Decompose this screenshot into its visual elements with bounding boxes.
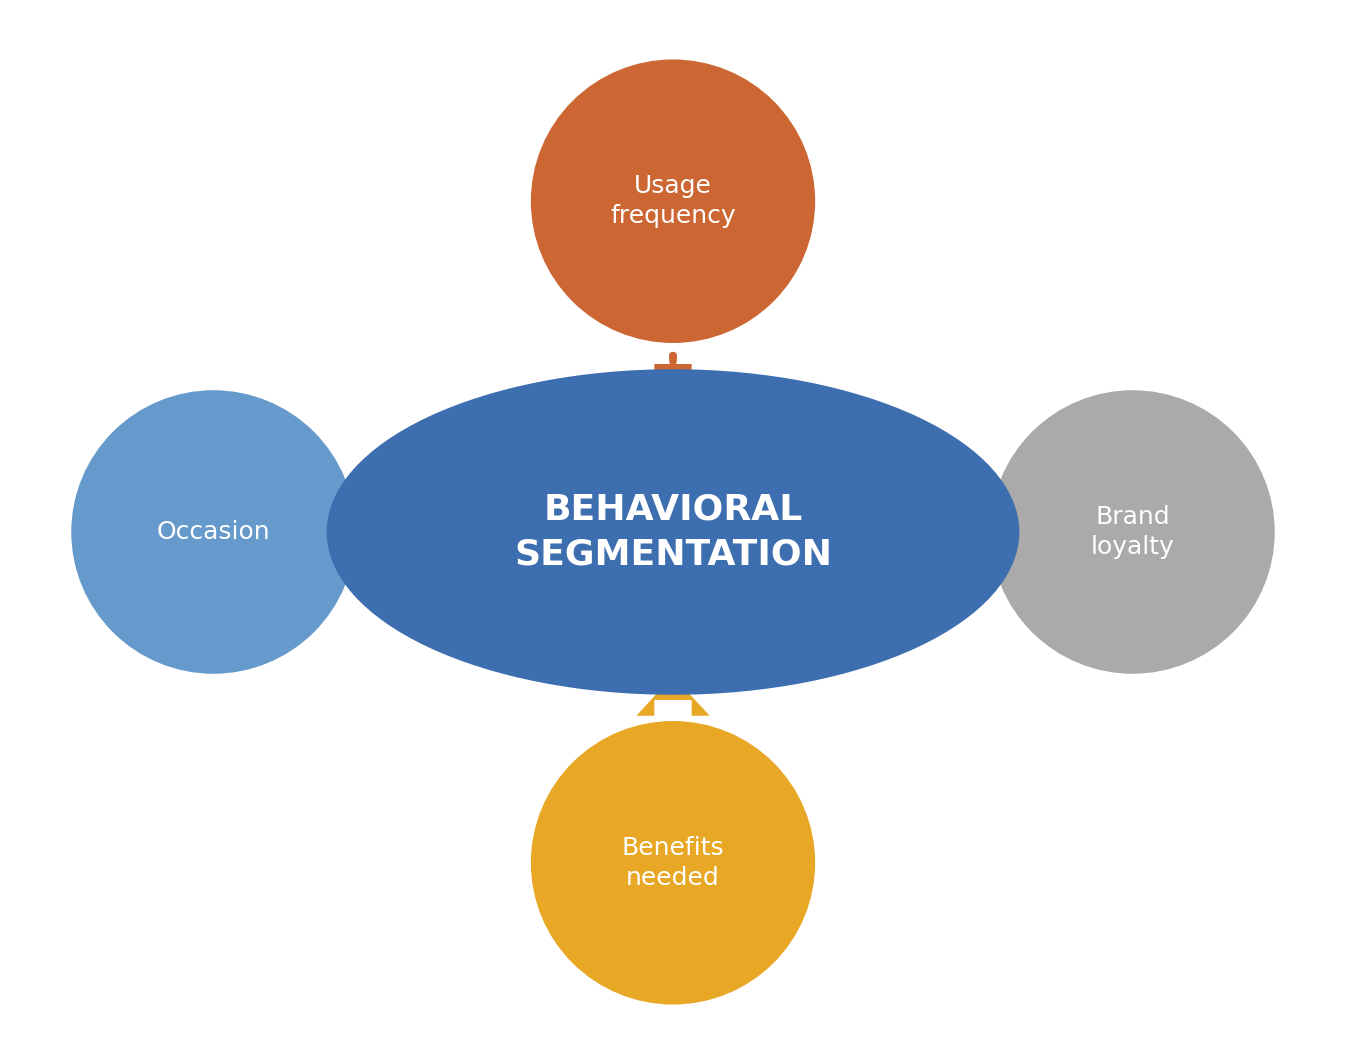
Ellipse shape bbox=[530, 60, 816, 343]
Text: Brand
loyalty: Brand loyalty bbox=[1090, 505, 1175, 559]
FancyArrow shape bbox=[903, 503, 953, 561]
Ellipse shape bbox=[71, 390, 355, 674]
Text: Occasion: Occasion bbox=[156, 520, 271, 544]
Text: BEHAVIORAL
SEGMENTATION: BEHAVIORAL SEGMENTATION bbox=[514, 493, 832, 571]
FancyArrow shape bbox=[637, 364, 709, 428]
FancyArrow shape bbox=[637, 676, 709, 716]
Text: Benefits
needed: Benefits needed bbox=[622, 836, 724, 890]
Ellipse shape bbox=[327, 369, 1019, 695]
Ellipse shape bbox=[991, 390, 1275, 674]
FancyArrow shape bbox=[362, 503, 402, 561]
Text: Usage
frequency: Usage frequency bbox=[610, 174, 736, 228]
Ellipse shape bbox=[530, 721, 816, 1004]
